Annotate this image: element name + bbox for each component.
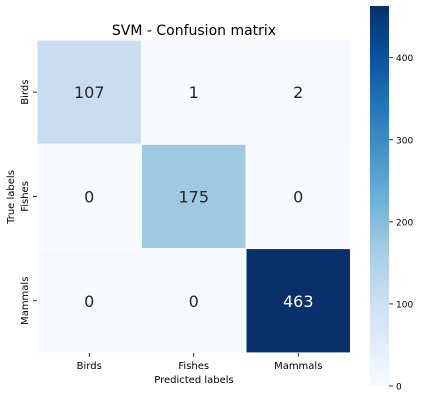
- y-tick-label: Mammals: [20, 277, 31, 325]
- cell-value-label: 463: [283, 292, 314, 311]
- y-tick-label: Fishes: [20, 181, 31, 212]
- heatmap-cell: [245, 39, 351, 145]
- cell-value-label: 0: [84, 187, 94, 206]
- colorbar: [370, 6, 389, 386]
- heatmap-cell: [141, 248, 247, 354]
- y-tick-label: Birds: [20, 80, 31, 105]
- heatmap-cells: [36, 39, 351, 354]
- heatmap-cell: [245, 143, 351, 250]
- x-tick-label: Birds: [77, 361, 102, 372]
- colorbar-gradient: [370, 6, 389, 386]
- cell-value-label: 2: [293, 83, 303, 102]
- x-tick-label: Mammals: [274, 361, 322, 372]
- cell-value-label: 175: [178, 187, 209, 206]
- cell-value-label: 0: [293, 187, 303, 206]
- chart-title: SVM - Confusion matrix: [112, 23, 276, 39]
- colorbar-tick-label: 300: [396, 136, 413, 146]
- colorbar-tick-label: 200: [396, 218, 413, 228]
- heatmap-cell: [141, 39, 247, 145]
- y-axis-label: True labels: [6, 170, 17, 225]
- heatmap-cell-labels: 107 1 2 0 175 0 0 0 463: [74, 83, 314, 311]
- colorbar-tick-label: 0: [396, 383, 402, 393]
- heatmap-cell: [141, 143, 247, 250]
- cell-value-label: 0: [84, 292, 94, 311]
- x-tick-label: Fishes: [178, 361, 209, 372]
- y-axis: Birds Fishes Mammals: [20, 80, 37, 325]
- colorbar-tick-label: 400: [396, 54, 413, 64]
- x-axis: Birds Fishes Mammals: [77, 352, 322, 372]
- heatmap-cell: [36, 143, 142, 250]
- heatmap-cell: [36, 39, 142, 145]
- colorbar-tick-label: 100: [396, 300, 413, 310]
- cell-value-label: 1: [189, 83, 199, 102]
- x-axis-label: Predicted labels: [154, 375, 234, 386]
- colorbar-ticks: 0 100 200 300 400: [389, 54, 413, 393]
- cell-value-label: 107: [74, 83, 105, 102]
- cell-value-label: 0: [189, 292, 199, 311]
